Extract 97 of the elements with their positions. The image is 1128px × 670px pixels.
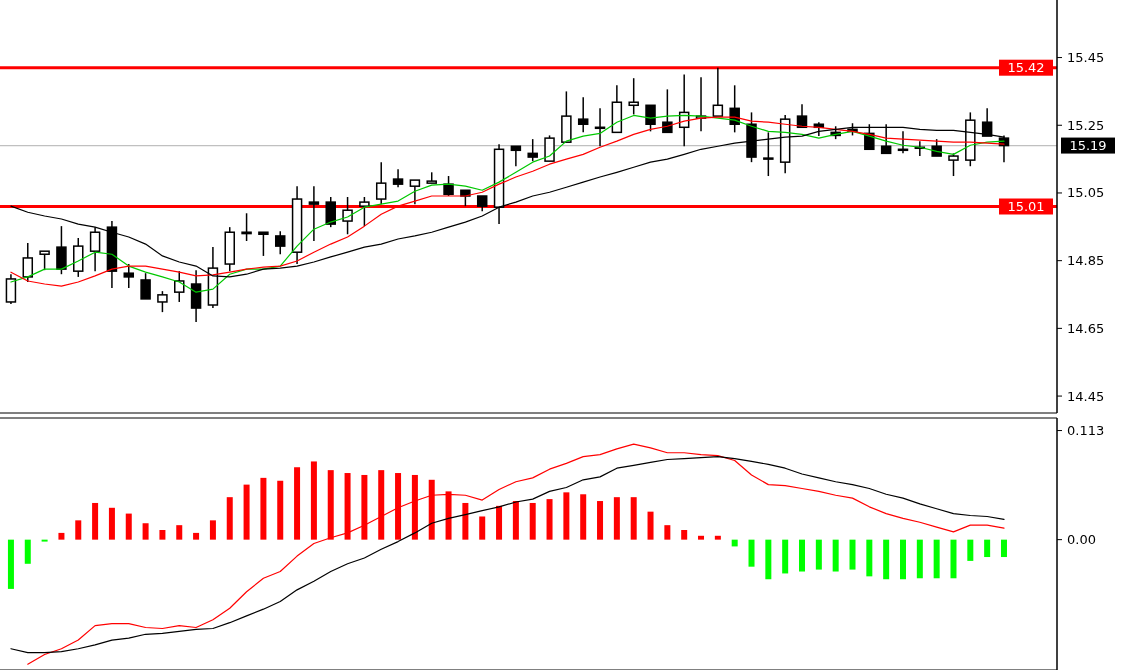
bar	[378, 470, 385, 540]
bar	[765, 539, 772, 580]
bar	[782, 539, 789, 574]
bar	[142, 523, 149, 540]
y-tick-label: 0.113	[1067, 423, 1105, 439]
bar	[125, 513, 132, 540]
candlestick	[123, 263, 135, 289]
bar	[92, 502, 99, 540]
bar	[630, 497, 637, 540]
bar	[849, 539, 856, 570]
bar	[159, 530, 166, 540]
candlestick	[157, 290, 168, 313]
candlestick	[763, 131, 774, 177]
bar	[108, 507, 115, 540]
bar	[681, 530, 688, 540]
bar	[664, 525, 671, 540]
candlestick	[544, 134, 555, 162]
candlestick	[140, 272, 151, 300]
candlestick	[628, 77, 639, 116]
bar	[748, 539, 755, 567]
y-tick-label: 0.00	[1067, 532, 1096, 548]
bar	[866, 539, 873, 577]
bar	[7, 539, 14, 589]
candlestick	[325, 196, 336, 228]
y-tick-label: 15.45	[1067, 50, 1105, 66]
candlestick	[796, 103, 808, 129]
bar	[698, 535, 705, 540]
bar	[883, 539, 890, 580]
bar	[327, 470, 334, 540]
ref-line-label: 15.42	[1007, 60, 1045, 76]
candlestick	[577, 96, 589, 134]
ref-line-label: 15.01	[1007, 199, 1045, 214]
y-tick-label: 15.25	[1067, 117, 1105, 133]
candlestick	[258, 231, 269, 257]
candlestick	[645, 104, 656, 133]
bar	[411, 474, 418, 540]
bar	[243, 484, 250, 540]
candlestick	[712, 66, 724, 117]
y-tick-label: 14.65	[1067, 320, 1105, 336]
candlestick	[342, 196, 353, 236]
bar	[24, 539, 31, 564]
candlestick	[527, 138, 538, 162]
bar	[613, 497, 620, 540]
ref-line-label: 15.19	[1069, 138, 1107, 154]
bar	[597, 501, 604, 540]
bar	[209, 520, 216, 540]
bar	[563, 492, 570, 540]
bar	[428, 479, 435, 540]
bar	[950, 539, 957, 579]
bar	[512, 501, 519, 540]
candlestick	[510, 145, 522, 167]
candlestick	[174, 270, 185, 303]
candlestick	[948, 152, 959, 177]
bar	[75, 520, 82, 540]
bar	[176, 525, 183, 540]
candlestick	[308, 185, 320, 242]
y-tick-label: 14.85	[1067, 253, 1105, 269]
bar	[344, 473, 351, 540]
bar	[933, 539, 940, 579]
candlestick	[5, 273, 17, 305]
bar	[462, 502, 469, 540]
bar	[496, 505, 503, 540]
bar	[193, 532, 200, 540]
bar	[1000, 539, 1007, 558]
bar	[916, 539, 923, 579]
bar	[714, 535, 721, 540]
bar	[967, 539, 974, 561]
bar	[832, 539, 839, 572]
bar	[984, 539, 991, 558]
bar	[260, 477, 267, 540]
bar	[310, 461, 317, 540]
candlestick	[22, 242, 34, 283]
bar	[361, 474, 368, 540]
bar	[580, 494, 587, 540]
bar	[647, 511, 654, 540]
candlestick	[274, 230, 286, 255]
bar	[395, 473, 402, 540]
bar	[529, 502, 536, 540]
bar	[815, 539, 822, 570]
bar	[546, 499, 553, 540]
bar	[899, 539, 906, 580]
candlestick	[89, 226, 101, 272]
bar	[799, 539, 806, 572]
bar	[479, 516, 486, 540]
y-tick-label: 15.05	[1067, 185, 1105, 201]
bar	[294, 467, 301, 540]
bar	[58, 532, 65, 540]
candlestick	[409, 179, 421, 205]
y-tick-label: 14.45	[1067, 388, 1105, 404]
candlestick	[359, 196, 370, 227]
candlestick	[241, 212, 252, 242]
candlestick	[662, 88, 673, 134]
bar	[226, 497, 233, 540]
candlestick	[375, 161, 387, 205]
candlestick	[56, 225, 67, 275]
bar	[445, 491, 452, 540]
bar	[277, 480, 284, 540]
